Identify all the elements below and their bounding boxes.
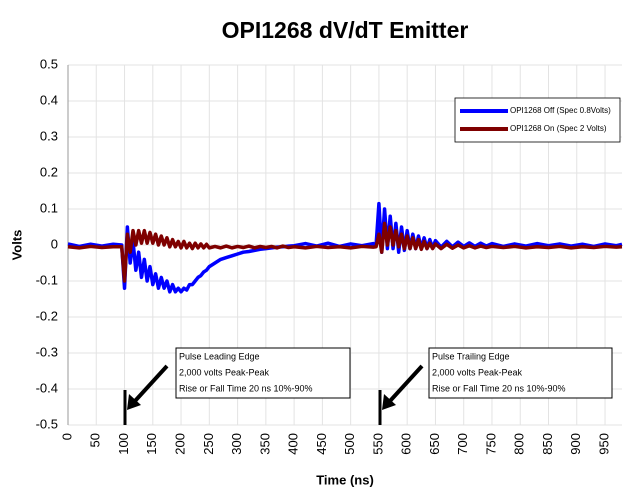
y-tick-label: 0.3 <box>40 128 58 143</box>
y-tick-label: 0.5 <box>40 56 58 71</box>
annotation: Pulse Leading Edge 2,000 volts Peak-Peak R… <box>123 347 351 425</box>
x-tick-label: 150 <box>144 433 159 455</box>
annotation-text: Pulse Trailing Edge <box>432 351 510 361</box>
x-tick-label: 500 <box>342 433 357 455</box>
legend-label: OPI1268 Off (Spec 0.8Volts) <box>510 106 611 115</box>
x-tick-label: 850 <box>540 433 555 455</box>
x-tick-label: 400 <box>286 433 301 455</box>
x-tick-label: 650 <box>427 433 442 455</box>
annotation-box <box>175 347 351 399</box>
annotation: Pulse Trailing Edge 2,000 volts Peak-Peak… <box>378 347 613 425</box>
annotation-text: 2,000 volts Peak-Peak <box>432 367 523 377</box>
y-tick-label: 0 <box>51 236 58 251</box>
arrow-shaft <box>133 364 169 403</box>
annotation-text: Rise or Fall Time 20 ns 10%-90% <box>432 383 566 393</box>
annotation-text: 2,000 volts Peak-Peak <box>179 367 270 377</box>
y-tick-label: 0.2 <box>40 164 58 179</box>
x-tick-label: 200 <box>172 433 187 455</box>
y-tick-label: -0.2 <box>36 308 58 323</box>
x-tick-label: 550 <box>370 433 385 455</box>
annotation-box <box>428 347 613 399</box>
x-tick-label: 100 <box>116 433 131 455</box>
y-tick-label: -0.3 <box>36 344 58 359</box>
y-tick-label: -0.4 <box>36 380 58 395</box>
x-tick-label: 350 <box>257 433 272 455</box>
chart-title: OPI1268 dV/dT Emitter <box>222 17 469 43</box>
y-tick-label: 0.1 <box>40 200 58 215</box>
y-tick-label: 0.4 <box>40 92 58 107</box>
annotation-text: Pulse Leading Edge <box>179 351 260 361</box>
legend-label: OPI1268 On (Spec 2 Volts) <box>510 124 607 133</box>
x-tick-label: 250 <box>201 433 216 455</box>
y-axis-label: Volts <box>9 230 24 261</box>
arrow-head <box>127 394 141 410</box>
x-tick-label: 750 <box>483 433 498 455</box>
arrow-head <box>382 394 396 410</box>
x-tick-label: 300 <box>229 433 244 455</box>
x-tick-label: 950 <box>596 433 611 455</box>
x-tick-label: 900 <box>568 433 583 455</box>
x-axis-label: Time (ns) <box>316 472 374 487</box>
y-tick-label: -0.5 <box>36 416 58 431</box>
x-tick-label: 800 <box>512 433 527 455</box>
arrow-shaft <box>388 364 424 403</box>
x-tick-label: 50 <box>88 433 103 447</box>
x-tick-label: 450 <box>314 433 329 455</box>
x-tick-label: 0 <box>59 433 74 440</box>
x-tick-label: 700 <box>455 433 470 455</box>
legend: OPI1268 Off (Spec 0.8Volts) OPI1268 On (S… <box>454 97 621 143</box>
y-tick-label: -0.1 <box>36 272 58 287</box>
legend-box <box>454 97 621 143</box>
data-line <box>67 221 623 283</box>
x-tick-label: 600 <box>399 433 414 455</box>
annotation-text: Rise or Fall Time 20 ns 10%-90% <box>179 383 313 393</box>
